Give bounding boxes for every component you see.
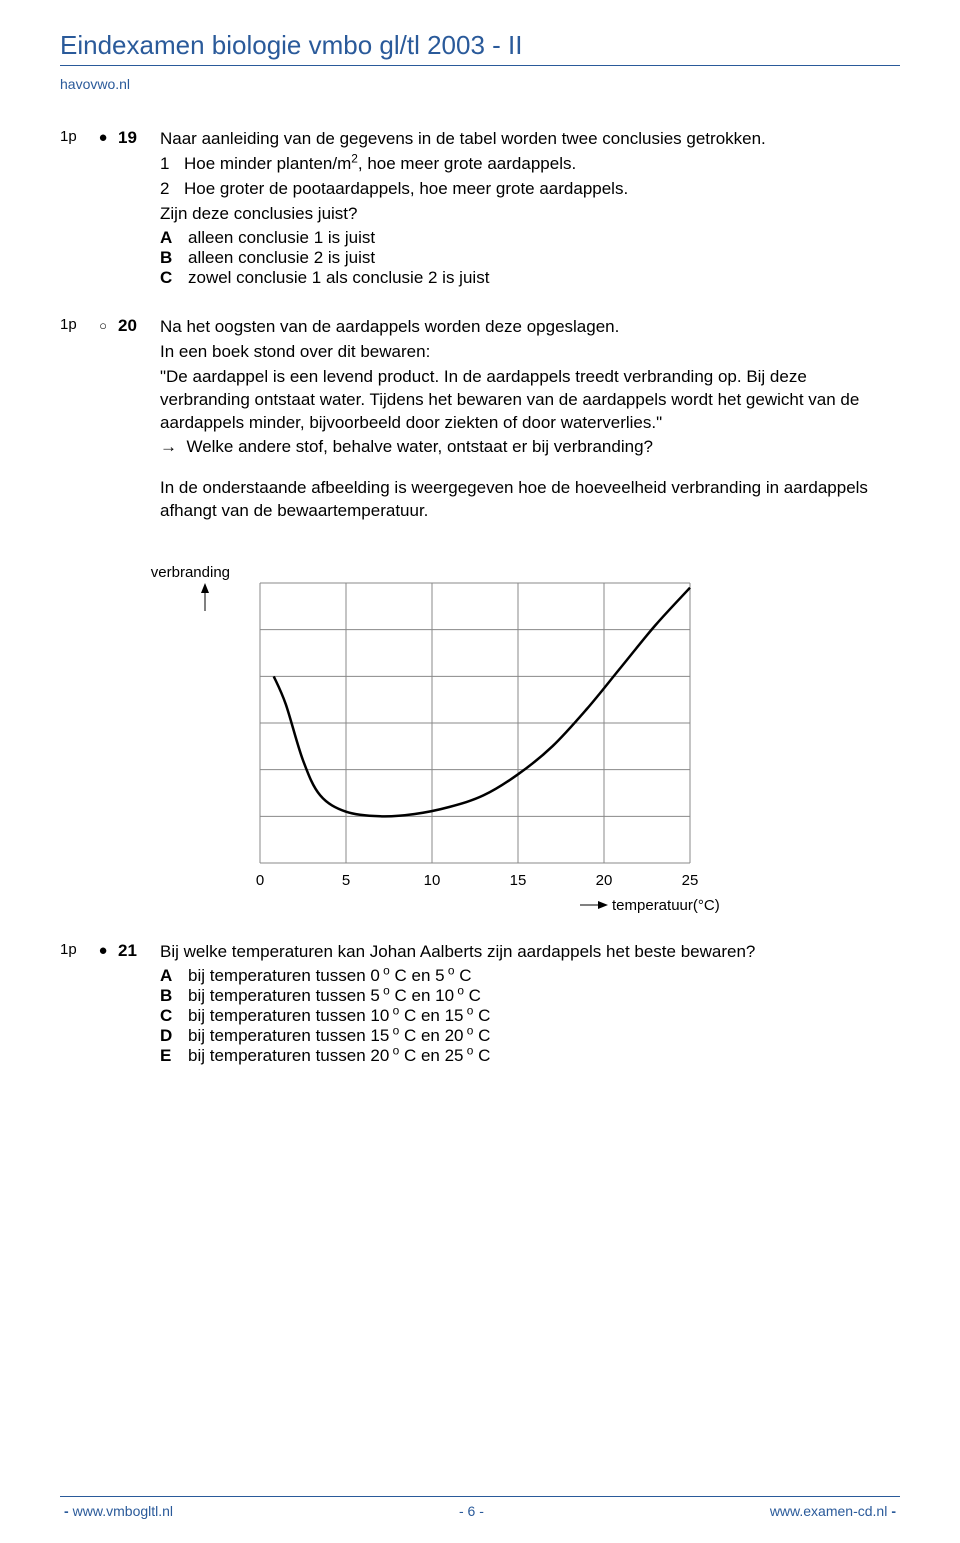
q19-conclusion-1: 1Hoe minder planten/m2, hoe meer grote a…: [160, 153, 900, 176]
q19-ask: Zijn deze conclusies juist?: [160, 203, 900, 226]
q21-option-d: D bij temperaturen tussen 15 o C en 20 o…: [160, 1026, 900, 1046]
svg-text:15: 15: [510, 872, 527, 889]
q20-p5: In de onderstaande afbeelding is weergeg…: [160, 477, 900, 523]
question-19: 1p ● 19 Naar aanleiding van de gegevens …: [60, 128, 900, 288]
svg-text:verbranding: verbranding: [151, 564, 230, 581]
footer-right: www.examen-cd.nl-: [770, 1503, 900, 1519]
svg-text:20: 20: [596, 872, 613, 889]
q21-optD-label: D: [160, 1026, 188, 1046]
svg-text:25: 25: [682, 872, 699, 889]
q19-number: 19: [118, 128, 158, 288]
q19-optA-text: alleen conclusie 1 is juist: [188, 228, 375, 248]
arrow-right-icon: →: [160, 437, 177, 456]
q19-c2-text: Hoe groter de pootaardappels, hoe meer g…: [184, 179, 628, 198]
q19-points: 1p: [60, 128, 88, 288]
q20-marker-icon: ○: [88, 316, 118, 526]
q21-optA-label: A: [160, 966, 188, 986]
footer-rule: [60, 1496, 900, 1497]
q21-option-c: C bij temperaturen tussen 10 o C en 15 o…: [160, 1006, 900, 1026]
q19-c1-label: 1: [160, 153, 184, 176]
q20-number: 20: [118, 316, 158, 526]
q21-ask: Bij welke temperaturen kan Johan Aalbert…: [160, 941, 900, 964]
q21-optD-text: bij temperaturen tussen 15 o C en 20 o C: [188, 1026, 490, 1046]
q19-intro: Naar aanleiding van de gegevens in de ta…: [160, 128, 900, 151]
q21-optA-text: bij temperaturen tussen 0 o C en 5 o C: [188, 966, 472, 986]
footer-center: - 6 -: [459, 1503, 484, 1519]
q20-p3: "De aardappel is een levend product. In …: [160, 366, 900, 435]
q19-optC-label: C: [160, 268, 188, 288]
q19-optB-label: B: [160, 248, 188, 268]
q21-option-a: A bij temperaturen tussen 0 o C en 5 o C: [160, 966, 900, 986]
q19-optA-label: A: [160, 228, 188, 248]
header-sublink: havovwo.nl: [60, 76, 900, 92]
q19-c1-text-b: , hoe meer grote aardappels.: [358, 154, 576, 173]
q19-c1-text-a: Hoe minder planten/m: [184, 154, 351, 173]
header-rule: [60, 65, 900, 66]
q19-option-b: B alleen conclusie 2 is juist: [160, 248, 900, 268]
q21-option-b: B bij temperaturen tussen 5 o C en 10 o …: [160, 986, 900, 1006]
verbranding-chart: 0 5 10 15 20 25 verbranding temperatuur(°C): [150, 553, 720, 913]
q20-p1: Na het oogsten van de aardappels worden …: [160, 316, 900, 339]
q21-optB-text: bij temperaturen tussen 5 o C en 10 o C: [188, 986, 481, 1006]
q19-c1-super: 2: [351, 151, 358, 165]
q21-optC-label: C: [160, 1006, 188, 1026]
chart-svg: 0 5 10 15 20 25 verbranding temperatuur(°C): [150, 553, 720, 913]
q19-conclusion-2: 2Hoe groter de pootaardappels, hoe meer …: [160, 178, 900, 201]
q20-points: 1p: [60, 316, 88, 526]
q19-marker-icon: ●: [88, 128, 118, 288]
svg-text:temperatuur(°C): temperatuur(°C): [612, 897, 720, 913]
page-footer: -www.vmbogltl.nl - 6 - www.examen-cd.nl-: [60, 1496, 900, 1519]
q21-option-e: E bij temperaturen tussen 20 o C en 25 o…: [160, 1046, 900, 1066]
q19-optC-text: zowel conclusie 1 als conclusie 2 is jui…: [188, 268, 489, 288]
q21-optB-label: B: [160, 986, 188, 1006]
svg-text:10: 10: [424, 872, 441, 889]
q21-points: 1p: [60, 941, 88, 1066]
q19-option-c: C zowel conclusie 1 als conclusie 2 is j…: [160, 268, 900, 288]
q19-c2-label: 2: [160, 178, 184, 201]
q20-p4: Welke andere stof, behalve water, ontsta…: [186, 437, 653, 456]
q20-arrow-line: → Welke andere stof, behalve water, onts…: [160, 436, 900, 459]
q21-optE-label: E: [160, 1046, 188, 1066]
question-21: 1p ● 21 Bij welke temperaturen kan Johan…: [60, 941, 900, 1066]
question-20: 1p ○ 20 Na het oogsten van de aardappels…: [60, 316, 900, 526]
svg-text:0: 0: [256, 872, 264, 889]
q21-optE-text: bij temperaturen tussen 20 o C en 25 o C: [188, 1046, 490, 1066]
svg-text:5: 5: [342, 872, 350, 889]
q19-optB-text: alleen conclusie 2 is juist: [188, 248, 375, 268]
footer-left: -www.vmbogltl.nl: [60, 1503, 173, 1519]
q20-p2: In een boek stond over dit bewaren:: [160, 341, 900, 364]
q21-number: 21: [118, 941, 158, 1066]
q19-option-a: A alleen conclusie 1 is juist: [160, 228, 900, 248]
page-title: Eindexamen biologie vmbo gl/tl 2003 - II: [60, 30, 900, 61]
q21-marker-icon: ●: [88, 941, 118, 1066]
q21-optC-text: bij temperaturen tussen 10 o C en 15 o C: [188, 1006, 490, 1026]
